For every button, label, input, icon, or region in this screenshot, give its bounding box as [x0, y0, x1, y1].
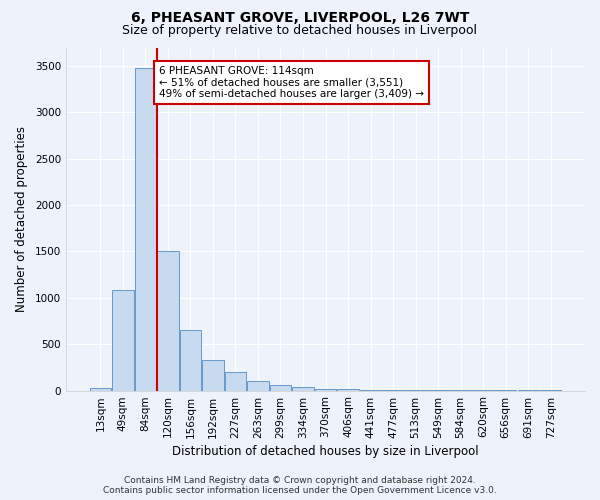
Y-axis label: Number of detached properties: Number of detached properties	[15, 126, 28, 312]
Bar	[315, 388, 336, 390]
Text: Size of property relative to detached houses in Liverpool: Size of property relative to detached ho…	[122, 24, 478, 37]
Text: Contains HM Land Registry data © Crown copyright and database right 2024.
Contai: Contains HM Land Registry data © Crown c…	[103, 476, 497, 495]
Text: 6 PHEASANT GROVE: 114sqm
← 51% of detached houses are smaller (3,551)
49% of sem: 6 PHEASANT GROVE: 114sqm ← 51% of detach…	[159, 66, 424, 99]
Bar	[89, 388, 111, 390]
Bar	[157, 252, 179, 390]
X-axis label: Distribution of detached houses by size in Liverpool: Distribution of detached houses by size …	[172, 444, 479, 458]
Bar	[225, 372, 246, 390]
Bar	[112, 290, 134, 390]
Bar	[292, 388, 314, 390]
Text: 6, PHEASANT GROVE, LIVERPOOL, L26 7WT: 6, PHEASANT GROVE, LIVERPOOL, L26 7WT	[131, 11, 469, 25]
Bar	[247, 382, 269, 390]
Bar	[180, 330, 201, 390]
Bar	[134, 68, 156, 390]
Bar	[270, 385, 291, 390]
Bar	[202, 360, 224, 390]
